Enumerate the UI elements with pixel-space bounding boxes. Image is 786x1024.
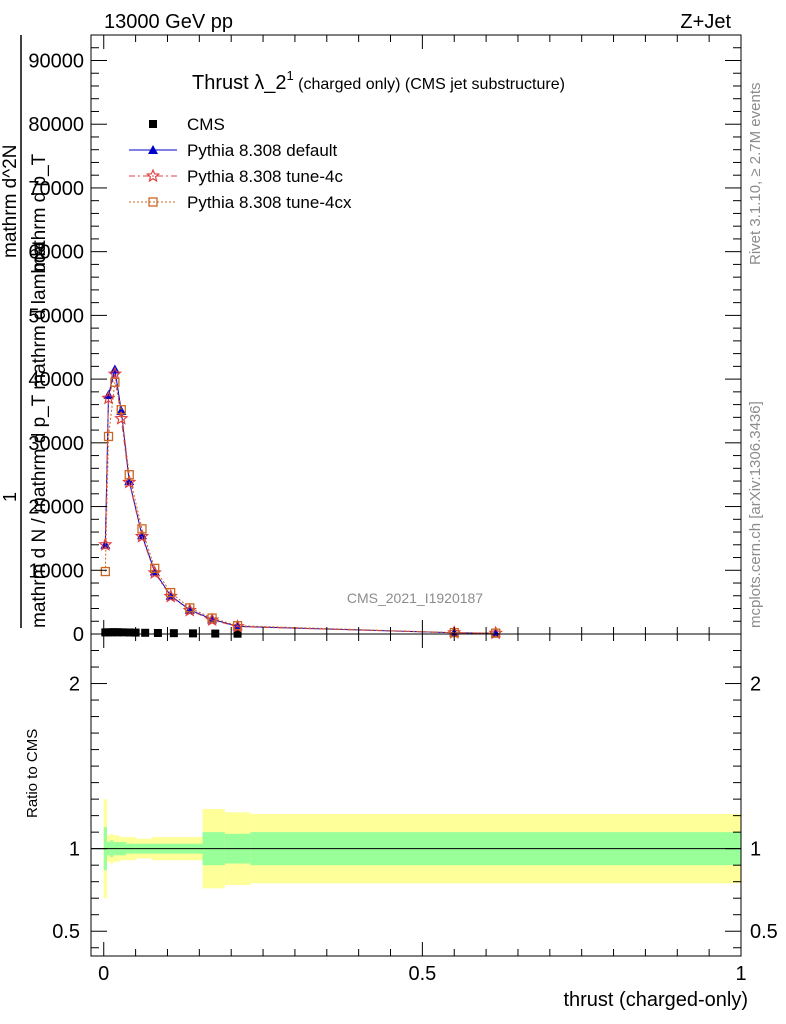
main-series bbox=[98, 364, 503, 640]
data-point bbox=[107, 366, 123, 381]
y-label-numerator-one: 1 bbox=[0, 492, 20, 502]
ratio-y-tick-label: 0.5 bbox=[52, 921, 80, 943]
ratio-panel-frame bbox=[90, 633, 742, 957]
data-point bbox=[121, 474, 137, 489]
data-point bbox=[103, 390, 114, 400]
y-tick-label: 40000 bbox=[28, 369, 84, 391]
data-point bbox=[114, 628, 123, 637]
data-point bbox=[110, 377, 120, 387]
data-point bbox=[169, 629, 178, 638]
series-0 bbox=[101, 628, 242, 638]
series-3 bbox=[100, 377, 501, 638]
ratio-y-tick-label: 2 bbox=[69, 674, 80, 696]
data-point bbox=[232, 621, 243, 631]
data-point bbox=[125, 628, 134, 637]
data-point bbox=[116, 405, 126, 415]
ratio-y-tick-label-right: 1 bbox=[750, 839, 761, 861]
data-point bbox=[124, 470, 134, 480]
series-line-2 bbox=[104, 373, 496, 634]
y-tick-label: 60000 bbox=[28, 242, 84, 264]
data-point bbox=[101, 390, 116, 405]
x-tick-label: 0 bbox=[98, 963, 109, 985]
ratio-y-axis-label: Ratio to CMS bbox=[24, 729, 41, 818]
data-point bbox=[491, 628, 501, 638]
data-point bbox=[153, 628, 162, 637]
ratio-y-tick-label: 1 bbox=[69, 839, 80, 861]
x-axis-label: thrust (charged-only) bbox=[563, 989, 748, 1011]
data-point bbox=[185, 603, 195, 613]
energy-label: 13000 GeV pp bbox=[104, 11, 233, 33]
data-point bbox=[150, 563, 160, 574]
legend-entry: Pythia 8.308 default bbox=[129, 141, 338, 160]
ratio-y-tick-label-right: 0.5 bbox=[750, 921, 778, 943]
series-line-3 bbox=[104, 382, 496, 634]
chart-title-sup: 1 bbox=[286, 68, 293, 83]
data-point bbox=[114, 411, 129, 425]
y-tick-label: 80000 bbox=[28, 114, 84, 136]
main-y-axis-label: 1 mathrm d N / mathrm d p_T mathrm d lam… bbox=[0, 35, 50, 628]
y-tick-label: 50000 bbox=[28, 305, 84, 327]
analysis-watermark: CMS_2021_I1920187 bbox=[347, 590, 483, 606]
legend-marker bbox=[148, 197, 158, 207]
legend-marker bbox=[149, 120, 157, 128]
data-point bbox=[188, 629, 197, 638]
axis-ticks bbox=[91, 34, 742, 956]
legend: CMS Pythia 8.308 default Pythia 8.308 tune… bbox=[129, 115, 352, 212]
legend-label: Pythia 8.308 tune-4cx bbox=[187, 193, 352, 212]
y-tick-label: 20000 bbox=[28, 497, 84, 519]
y-label-dpt: mathrm d p_T bbox=[29, 153, 50, 272]
y-tick-label: 70000 bbox=[28, 178, 84, 200]
y-label-denominator: mathrm d N / mathrm d p_T mathrm d lambd… bbox=[29, 241, 50, 628]
x-tick-label: 0.5 bbox=[408, 963, 436, 985]
chart-title: Thrust λ_21 (charged only) (CMS jet subs… bbox=[192, 68, 565, 94]
data-point bbox=[207, 613, 217, 623]
data-point bbox=[118, 628, 127, 637]
y-label-d2n: mathrm d^2N bbox=[0, 145, 21, 258]
axis-tick-labels: 0 0.5 101000020000300004000050000600007000… bbox=[28, 50, 777, 985]
ratio-y-tick-label-right: 2 bbox=[750, 674, 761, 696]
data-point bbox=[116, 405, 127, 415]
legend-marker bbox=[148, 145, 158, 154]
legend-label: CMS bbox=[187, 115, 225, 134]
legend-label: Pythia 8.308 tune-4c bbox=[187, 167, 343, 186]
source-label: mcplots.cern.ch [arXiv:1306.3436] bbox=[747, 401, 764, 628]
legend-entry: CMS bbox=[149, 115, 225, 134]
data-point bbox=[100, 566, 110, 577]
x-tick-label: 1 bbox=[735, 963, 746, 985]
data-point bbox=[141, 628, 150, 637]
data-point bbox=[134, 528, 150, 543]
legend-entry: Pythia 8.308 tune-4cx bbox=[129, 193, 352, 212]
chart-title-suffix: (charged only) (CMS jet substructure) bbox=[294, 76, 565, 93]
rivet-version-label: Rivet 3.1.10, ≥ 2.7M events bbox=[747, 83, 764, 266]
data-point bbox=[103, 431, 114, 442]
legend-marker bbox=[145, 168, 161, 183]
y-tick-label: 0 bbox=[73, 624, 84, 646]
chart-title-main: Thrust λ_2 bbox=[192, 72, 286, 94]
legend-label: Pythia 8.308 default bbox=[187, 141, 338, 160]
y-tick-label: 30000 bbox=[28, 433, 84, 455]
y-tick-label: 10000 bbox=[28, 560, 84, 582]
data-point bbox=[166, 587, 176, 598]
data-point bbox=[98, 537, 113, 551]
data-point bbox=[137, 524, 147, 534]
process-label: Z+Jet bbox=[680, 11, 731, 33]
y-tick-label: 90000 bbox=[28, 50, 84, 72]
legend-entry: Pythia 8.308 tune-4c bbox=[129, 167, 343, 186]
